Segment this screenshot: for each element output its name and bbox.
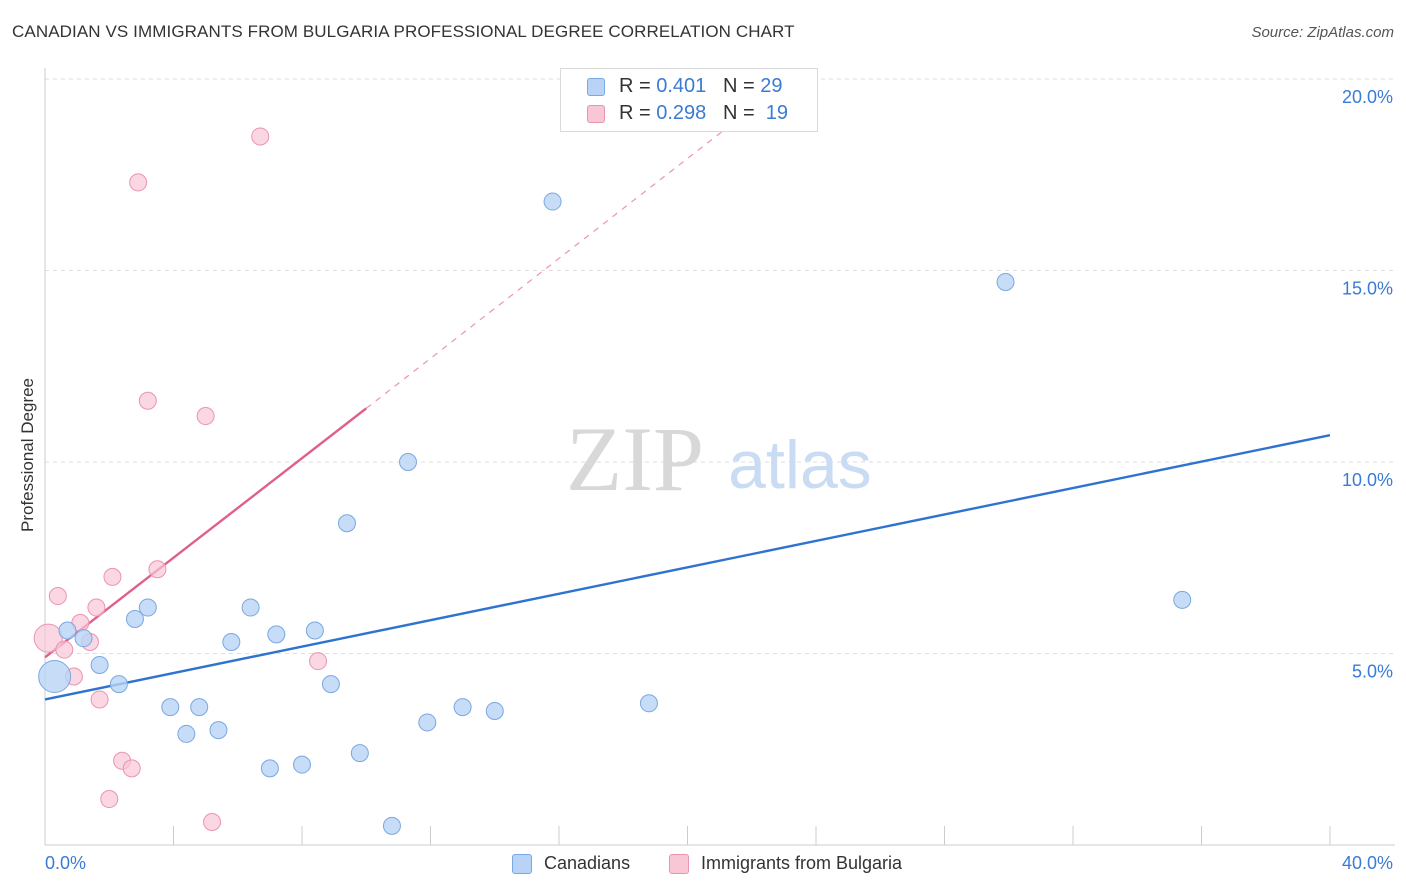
point-bulgaria bbox=[90, 690, 109, 709]
point-canadians bbox=[418, 713, 437, 732]
point-canadians bbox=[241, 598, 260, 617]
trend-line-canadians bbox=[44, 434, 1331, 701]
point-canadians bbox=[293, 755, 311, 774]
axes bbox=[44, 68, 1395, 846]
point-bulgaria bbox=[103, 567, 122, 586]
point-canadians bbox=[543, 192, 562, 211]
watermark: ZIP atlas bbox=[566, 408, 872, 510]
grid-lines bbox=[45, 78, 1395, 654]
point-canadians bbox=[109, 675, 128, 694]
stats-legend: R = 0.401 N = 29 R = 0.298 N = 19 bbox=[560, 68, 818, 132]
chart-source: Source: ZipAtlas.com bbox=[1251, 24, 1394, 41]
watermark-zip: ZIP bbox=[566, 408, 704, 510]
legend-n-bulgaria: 19 bbox=[765, 102, 789, 124]
point-canadians bbox=[222, 633, 241, 652]
point-bulgaria bbox=[196, 407, 215, 426]
bottom-legend-swatch-bulgaria bbox=[669, 854, 689, 874]
legend-swatch-canadians bbox=[587, 78, 605, 96]
x-tick-label-max: 40.0% bbox=[1342, 853, 1393, 873]
point-canadians bbox=[337, 514, 356, 533]
point-canadians bbox=[125, 610, 144, 629]
chart-title: CANADIAN VS IMMIGRANTS FROM BULGARIA PRO… bbox=[12, 22, 795, 41]
legend-n-canadians: 29 bbox=[760, 75, 783, 97]
point-canadians bbox=[58, 621, 77, 640]
legend-r-label-bulgaria: R = bbox=[619, 102, 657, 124]
point-canadians bbox=[90, 655, 109, 674]
legend-swatch-bulgaria bbox=[587, 105, 605, 123]
point-canadians bbox=[321, 675, 340, 694]
point-canadians bbox=[639, 694, 658, 713]
legend-r-label-canadians: R = bbox=[619, 75, 657, 97]
legend-r-canadians: 0.401 bbox=[656, 75, 707, 97]
point-canadians bbox=[267, 625, 286, 644]
trend-line-bulgaria-extension bbox=[365, 112, 746, 409]
y-tick-label: 10.0% bbox=[1342, 470, 1393, 490]
point-canadians bbox=[138, 598, 157, 617]
x-tick-label-min: 0.0% bbox=[45, 853, 86, 873]
point-bulgaria bbox=[148, 560, 167, 579]
point-canadians bbox=[190, 698, 209, 717]
point-bulgaria bbox=[100, 790, 119, 809]
bottom-legend-label-canadians: Canadians bbox=[544, 853, 631, 873]
trend-line-bulgaria bbox=[44, 407, 367, 659]
legend-n-label-canadians: N = bbox=[722, 75, 761, 97]
point-bulgaria bbox=[138, 391, 157, 410]
trend-lines bbox=[44, 112, 1331, 701]
bottom-legend-swatch-canadians bbox=[512, 854, 532, 874]
y-tick-label: 20.0% bbox=[1342, 87, 1393, 107]
point-bulgaria bbox=[129, 173, 148, 192]
point-canadians bbox=[350, 744, 369, 763]
point-bulgaria bbox=[203, 813, 222, 832]
point-canadians bbox=[305, 621, 324, 640]
point-canadians bbox=[399, 453, 418, 471]
point-canadians bbox=[485, 701, 504, 720]
point-bulgaria bbox=[48, 587, 67, 606]
point-canadians bbox=[38, 659, 72, 693]
y-tick-label: 15.0% bbox=[1342, 279, 1393, 299]
point-canadians bbox=[161, 698, 180, 717]
tick-labels: 5.0% 10.0% 15.0% 20.0% 0.0% 40.0% bbox=[45, 87, 1393, 873]
point-canadians bbox=[177, 724, 196, 743]
watermark-atlas: atlas bbox=[728, 427, 872, 503]
legend-n-label-bulgaria: N = bbox=[722, 102, 761, 124]
bottom-legend-label-bulgaria: Immigrants from Bulgaria bbox=[701, 853, 903, 873]
point-canadians bbox=[453, 698, 472, 717]
point-canadians bbox=[74, 629, 93, 648]
point-bulgaria bbox=[55, 640, 74, 659]
legend-r-bulgaria: 0.298 bbox=[656, 102, 707, 124]
point-bulgaria bbox=[87, 598, 106, 617]
point-canadians bbox=[260, 759, 279, 778]
data-points bbox=[33, 127, 1192, 835]
point-bulgaria bbox=[122, 759, 141, 778]
point-canadians bbox=[1173, 590, 1192, 609]
point-bulgaria bbox=[33, 623, 63, 653]
point-bulgaria bbox=[309, 652, 328, 671]
point-canadians bbox=[382, 816, 401, 835]
point-canadians bbox=[209, 721, 228, 740]
point-canadians bbox=[996, 272, 1015, 291]
y-tick-label: 5.0% bbox=[1352, 662, 1393, 682]
point-bulgaria bbox=[251, 127, 270, 146]
